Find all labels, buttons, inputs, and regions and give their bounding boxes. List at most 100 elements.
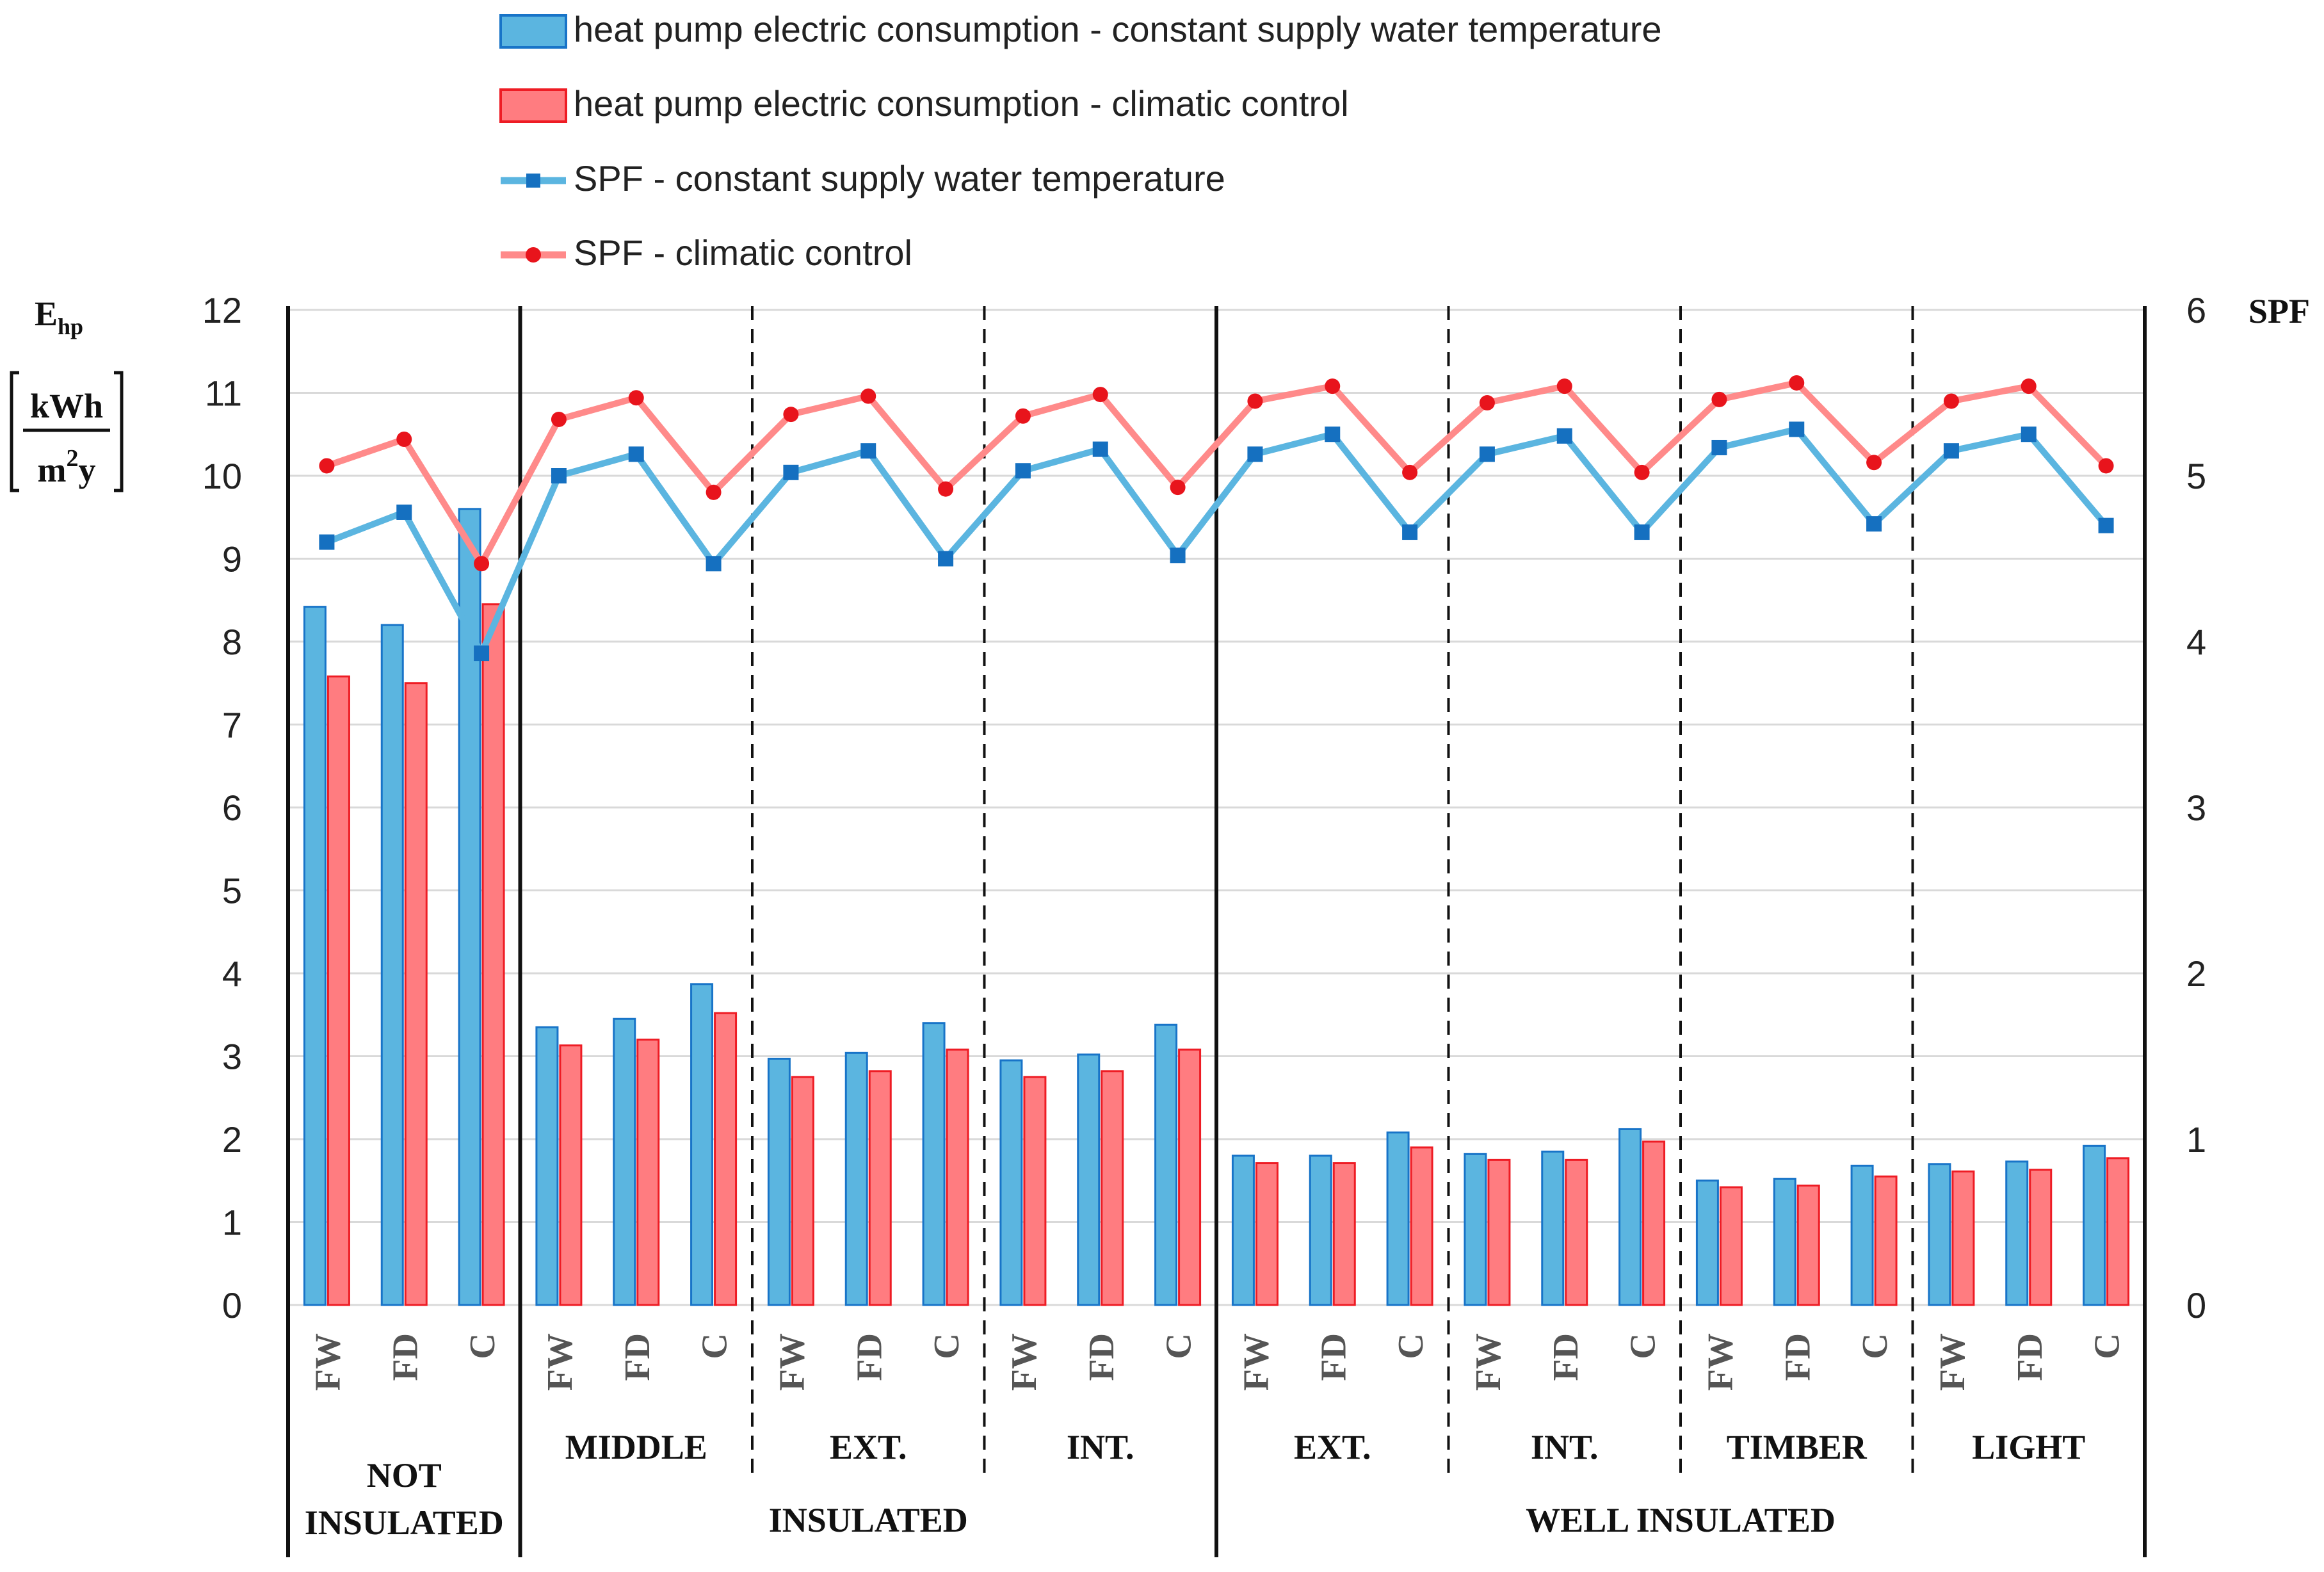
category-label: C xyxy=(2088,1333,2127,1359)
marker-spf-constant xyxy=(551,468,567,483)
group-label-not-insulated-line1: NOT xyxy=(367,1456,442,1495)
bar-constant-supply xyxy=(380,624,404,1306)
group-label-not-insulated-line2: INSULATED xyxy=(305,1503,504,1542)
marker-spf-constant xyxy=(396,504,412,520)
marker-spf-constant xyxy=(783,464,799,480)
bar-constant-supply xyxy=(303,606,327,1306)
bar-climatic-control xyxy=(404,682,428,1306)
category-label: FW xyxy=(1933,1333,1973,1391)
line-series xyxy=(319,375,2114,661)
bar-climatic-control xyxy=(791,1076,814,1306)
category-label: FD xyxy=(1314,1333,1353,1381)
left-axis-title: Ehp kWh m2y xyxy=(10,295,124,492)
bar-climatic-control xyxy=(1719,1186,1743,1306)
marker-spf-constant xyxy=(1556,428,1572,444)
marker-spf-climatic xyxy=(474,556,490,572)
right-axis-title: SPF xyxy=(2248,292,2310,330)
marker-spf-constant xyxy=(1634,524,1650,540)
svg-text:m2y: m2y xyxy=(38,445,96,489)
bar-constant-supply xyxy=(2005,1160,2029,1306)
left-axis-unit-exponent: 2 xyxy=(66,445,78,472)
bar-climatic-control xyxy=(327,675,350,1306)
bar-constant-supply xyxy=(1928,1163,1951,1306)
bar-constant-supply xyxy=(1154,1023,1178,1306)
right-tick-label: 3 xyxy=(2186,788,2206,828)
left-tick-label: 9 xyxy=(222,539,242,579)
bar-constant-supply xyxy=(1695,1179,1719,1306)
marker-spf-constant xyxy=(2021,426,2037,442)
left-axis-unit-denominator-tail: y xyxy=(78,451,95,489)
bar-climatic-control xyxy=(1178,1048,1202,1306)
right-tick-label: 6 xyxy=(2186,290,2206,330)
bar-climatic-control xyxy=(714,1012,738,1306)
bar-climatic-control xyxy=(2106,1157,2130,1306)
marker-spf-climatic xyxy=(1170,480,1186,496)
bar-climatic-control xyxy=(1487,1158,1511,1306)
marker-spf-climatic xyxy=(860,388,876,404)
bar-climatic-control xyxy=(1023,1076,1047,1306)
bar-climatic-control xyxy=(1642,1140,1666,1306)
bar-series xyxy=(303,508,2130,1306)
marker-spf-climatic xyxy=(2021,378,2037,394)
bar-constant-supply xyxy=(844,1051,868,1306)
category-label: FD xyxy=(2010,1333,2050,1381)
category-label: C xyxy=(695,1333,735,1359)
bar-climatic-control xyxy=(559,1044,583,1306)
marker-spf-constant xyxy=(628,446,644,462)
left-axis-symbol-subscript: hp xyxy=(58,314,83,339)
left-tick-label: 1 xyxy=(222,1203,242,1243)
marker-spf-constant xyxy=(860,443,876,459)
subgroup-labels: MIDDLE EXT. INT. EXT. INT. TIMBER LIGHT xyxy=(565,1428,2086,1466)
marker-spf-constant xyxy=(1402,524,1418,540)
marker-spf-constant xyxy=(2098,517,2114,533)
legend: heat pump electric consumption - constan… xyxy=(499,9,1662,273)
bar-constant-supply xyxy=(1386,1131,1410,1306)
marker-spf-constant xyxy=(1866,516,1882,532)
marker-spf-climatic xyxy=(1092,387,1108,403)
right-tick-label: 0 xyxy=(2186,1285,2206,1325)
bar-climatic-control xyxy=(2029,1169,2053,1306)
marker-spf-climatic xyxy=(1015,408,1031,424)
legend-label-bar-constant: heat pump electric consumption - constan… xyxy=(574,9,1662,49)
category-labels: FW FD C FW FD C FW FD C FW FD C FW FD C FW FD C FW FD C FW FD C xyxy=(308,1333,2127,1391)
marker-spf-climatic xyxy=(1556,378,1572,394)
left-tick-label: 0 xyxy=(222,1285,242,1325)
subgroup-label: LIGHT xyxy=(1972,1428,2085,1466)
marker-spf-climatic xyxy=(706,484,722,500)
legend-label-bar-climatic: heat pump electric consumption - climati… xyxy=(574,83,1349,124)
subgroup-label: INT. xyxy=(1531,1428,1599,1466)
category-label: FW xyxy=(1005,1333,1044,1391)
marker-spf-constant xyxy=(1247,446,1263,462)
bar-climatic-control xyxy=(868,1070,892,1306)
marker-spf-climatic xyxy=(2098,458,2114,474)
bar-climatic-control xyxy=(1332,1162,1356,1306)
line-spf-climatic xyxy=(325,379,2109,567)
bar-climatic-control xyxy=(946,1048,969,1306)
legend-marker-spf-constant xyxy=(526,174,540,188)
left-tick-label: 11 xyxy=(205,373,242,414)
left-tick-label: 6 xyxy=(222,788,242,828)
bar-constant-supply xyxy=(1850,1164,1874,1306)
left-tick-label: 10 xyxy=(202,456,242,496)
legend-marker-spf-climatic xyxy=(526,247,541,263)
category-label: FD xyxy=(385,1333,425,1381)
marker-spf-climatic xyxy=(1479,395,1495,411)
bar-climatic-control xyxy=(481,603,505,1306)
subgroup-label: EXT. xyxy=(830,1428,907,1466)
category-label: FD xyxy=(618,1333,658,1381)
marker-spf-constant xyxy=(1092,441,1108,457)
group-separators xyxy=(286,306,2147,1557)
category-label: FD xyxy=(1546,1333,1586,1381)
bar-constant-supply xyxy=(613,1017,636,1306)
marker-spf-constant xyxy=(1479,446,1495,462)
marker-spf-climatic xyxy=(1943,393,1959,409)
legend-label-spf-climatic: SPF - climatic control xyxy=(574,232,912,273)
category-label: FW xyxy=(1236,1333,1276,1391)
left-axis-symbol: E xyxy=(35,295,58,333)
right-tick-label: 2 xyxy=(2186,953,2206,994)
bar-constant-supply xyxy=(535,1026,559,1306)
category-label: C xyxy=(463,1333,503,1359)
marker-spf-climatic xyxy=(783,407,799,423)
bar-climatic-control xyxy=(636,1039,660,1306)
marker-spf-climatic xyxy=(396,432,412,448)
